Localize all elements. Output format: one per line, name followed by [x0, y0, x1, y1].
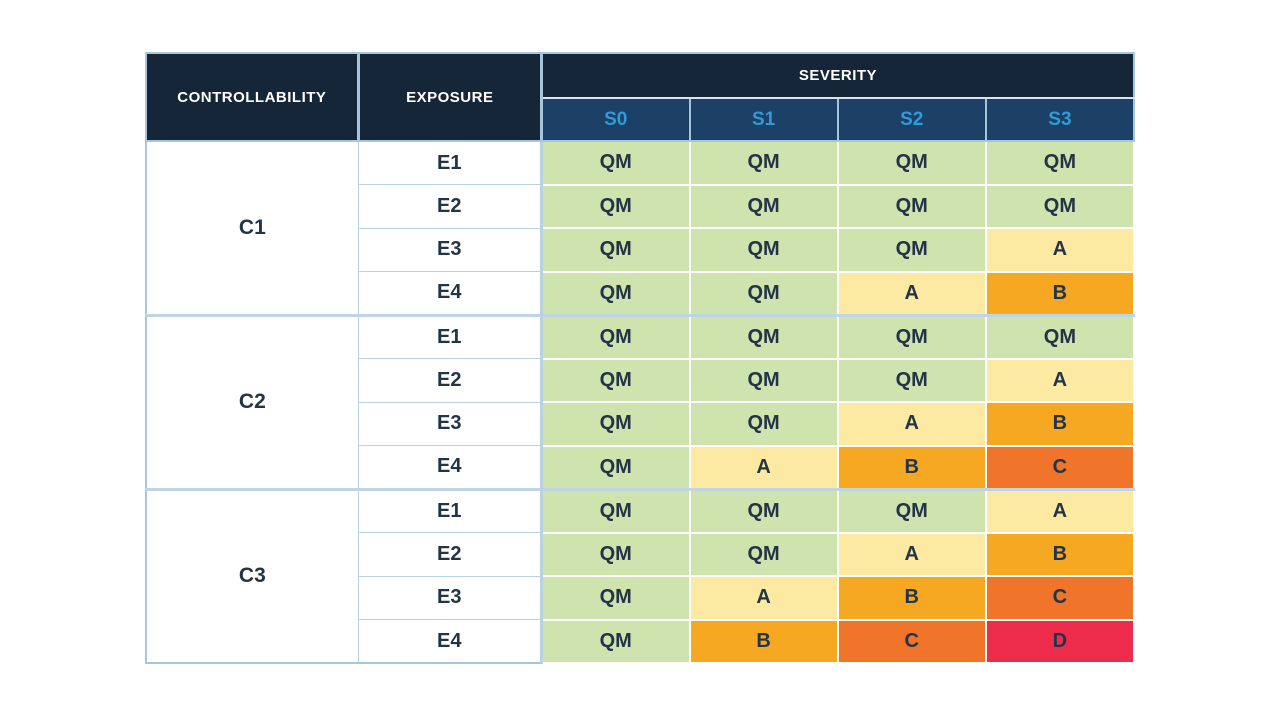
asil-cell: QM: [836, 487, 987, 534]
asil-cell: QM: [688, 357, 839, 403]
asil-cell: QM: [836, 357, 987, 403]
table-row: E4 QM A B C: [146, 444, 1136, 490]
table-row: E3 QM QM QM A: [146, 227, 1136, 273]
controllability-header: CONTROLLABILITY: [144, 52, 360, 142]
asil-cell: QM: [688, 183, 839, 229]
asil-cell: B: [688, 618, 839, 664]
exposure-label: E4: [357, 445, 543, 490]
asil-cell: C: [836, 618, 987, 664]
severity-header: SEVERITY: [540, 52, 1135, 99]
asil-cell: B: [836, 444, 987, 490]
asil-cell: QM: [688, 487, 839, 534]
asil-cell: A: [836, 531, 987, 577]
asil-cell: QM: [836, 183, 987, 229]
table-row: E3 QM A B C: [146, 575, 1136, 621]
controllability-label-c2: C2: [145, 313, 359, 490]
exposure-label: E3: [357, 401, 543, 446]
table-row: E2 QM QM QM QM: [146, 183, 1136, 229]
asil-cell: QM: [984, 313, 1136, 360]
asil-determination-matrix: CONTROLLABILITY EXPOSURE SEVERITY S0 S1 …: [144, 52, 1136, 664]
asil-cell: QM: [540, 270, 691, 316]
asil-cell: A: [984, 357, 1136, 403]
asil-cell: B: [984, 270, 1136, 316]
exposure-label: E1: [357, 313, 543, 359]
matrix-header: CONTROLLABILITY EXPOSURE SEVERITY S0 S1 …: [144, 52, 1136, 142]
asil-cell: QM: [540, 444, 691, 490]
asil-cell: QM: [540, 618, 691, 664]
table-row: C1 E1 QM QM QM QM: [145, 140, 1136, 316]
exposure-label: E4: [357, 271, 543, 316]
asil-cell: B: [984, 531, 1136, 577]
asil-cell: QM: [540, 357, 691, 403]
asil-cell: QM: [688, 401, 839, 447]
asil-cell: QM: [836, 313, 987, 360]
controllability-label-c3: C3: [145, 487, 359, 664]
asil-cell: QM: [688, 531, 839, 577]
severity-level-s2: S2: [836, 97, 987, 142]
asil-cell: B: [836, 575, 987, 621]
asil-cell: QM: [836, 227, 987, 273]
table-row: E4 QM QM A B: [146, 270, 1136, 316]
table-row: C3 E1 QM QM QM A: [145, 487, 1136, 664]
header-row-top: CONTROLLABILITY EXPOSURE SEVERITY: [144, 52, 1135, 142]
asil-cell: A: [688, 444, 839, 490]
exposure-label: E4: [357, 619, 543, 664]
asil-cell: C: [984, 444, 1136, 490]
table-row: E2 QM QM A B: [146, 531, 1136, 577]
asil-cell: QM: [540, 487, 691, 534]
exposure-label: E1: [357, 140, 543, 185]
asil-cell: QM: [540, 531, 691, 577]
matrix-body: C1 E1 QM QM QM QM E2 QM QM QM QM E3 QM Q…: [145, 140, 1136, 664]
exposure-label: E2: [357, 532, 543, 577]
asil-cell: A: [984, 487, 1136, 534]
asil-cell: QM: [688, 140, 839, 186]
asil-cell: QM: [836, 140, 987, 186]
asil-cell: QM: [984, 183, 1136, 229]
header-row-severity-levels: S0 S1 S2 S3: [146, 97, 1136, 142]
controllability-label-c1: C1: [145, 140, 359, 316]
table-row: E2 QM QM QM A: [146, 357, 1136, 403]
asil-cell: B: [984, 401, 1136, 447]
asil-cell: QM: [540, 183, 691, 229]
asil-cell: QM: [688, 227, 839, 273]
asil-cell: A: [836, 270, 987, 316]
exposure-header: EXPOSURE: [357, 52, 543, 142]
severity-level-s1: S1: [688, 97, 839, 142]
severity-level-s0: S0: [540, 97, 691, 142]
asil-cell: C: [984, 575, 1136, 621]
asil-cell: QM: [688, 270, 839, 316]
asil-cell: QM: [540, 140, 691, 186]
table-row: E3 QM QM A B: [146, 401, 1136, 447]
asil-cell: A: [836, 401, 987, 447]
exposure-label: E3: [357, 227, 543, 272]
asil-cell: QM: [540, 401, 691, 447]
exposure-label: E3: [357, 575, 543, 620]
severity-level-s3: S3: [984, 97, 1136, 142]
asil-cell: QM: [984, 140, 1136, 186]
asil-cell: QM: [540, 313, 691, 360]
asil-cell: D: [984, 618, 1136, 664]
asil-cell: A: [688, 575, 839, 621]
asil-cell: QM: [540, 575, 691, 621]
exposure-label: E2: [357, 358, 543, 403]
asil-cell: A: [984, 227, 1136, 273]
table-row: E4 QM B C D: [146, 618, 1136, 664]
asil-cell: QM: [688, 313, 839, 360]
asil-cell: QM: [540, 227, 691, 273]
table-row: C2 E1 QM QM QM QM: [145, 313, 1136, 490]
exposure-label: E1: [357, 487, 543, 533]
exposure-label: E2: [357, 184, 543, 229]
